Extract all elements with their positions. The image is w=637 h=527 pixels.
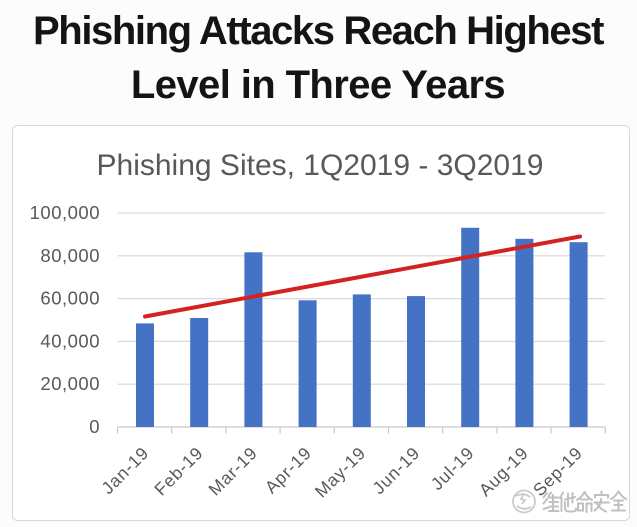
svg-text:20,000: 20,000 [40,373,100,394]
svg-text:0: 0 [89,416,100,437]
svg-text:Phishing Sites, 1Q2019 - 3Q201: Phishing Sites, 1Q2019 - 3Q2019 [97,149,544,182]
svg-text:60,000: 60,000 [40,288,100,309]
svg-text:Phishing Attacks Reach Highest: Phishing Attacks Reach Highest [33,9,604,53]
svg-text:40,000: 40,000 [40,330,100,351]
svg-text:80,000: 80,000 [40,245,100,266]
svg-text:Level in Three Years: Level in Three Years [131,63,505,107]
svg-text:100,000: 100,000 [30,202,100,223]
